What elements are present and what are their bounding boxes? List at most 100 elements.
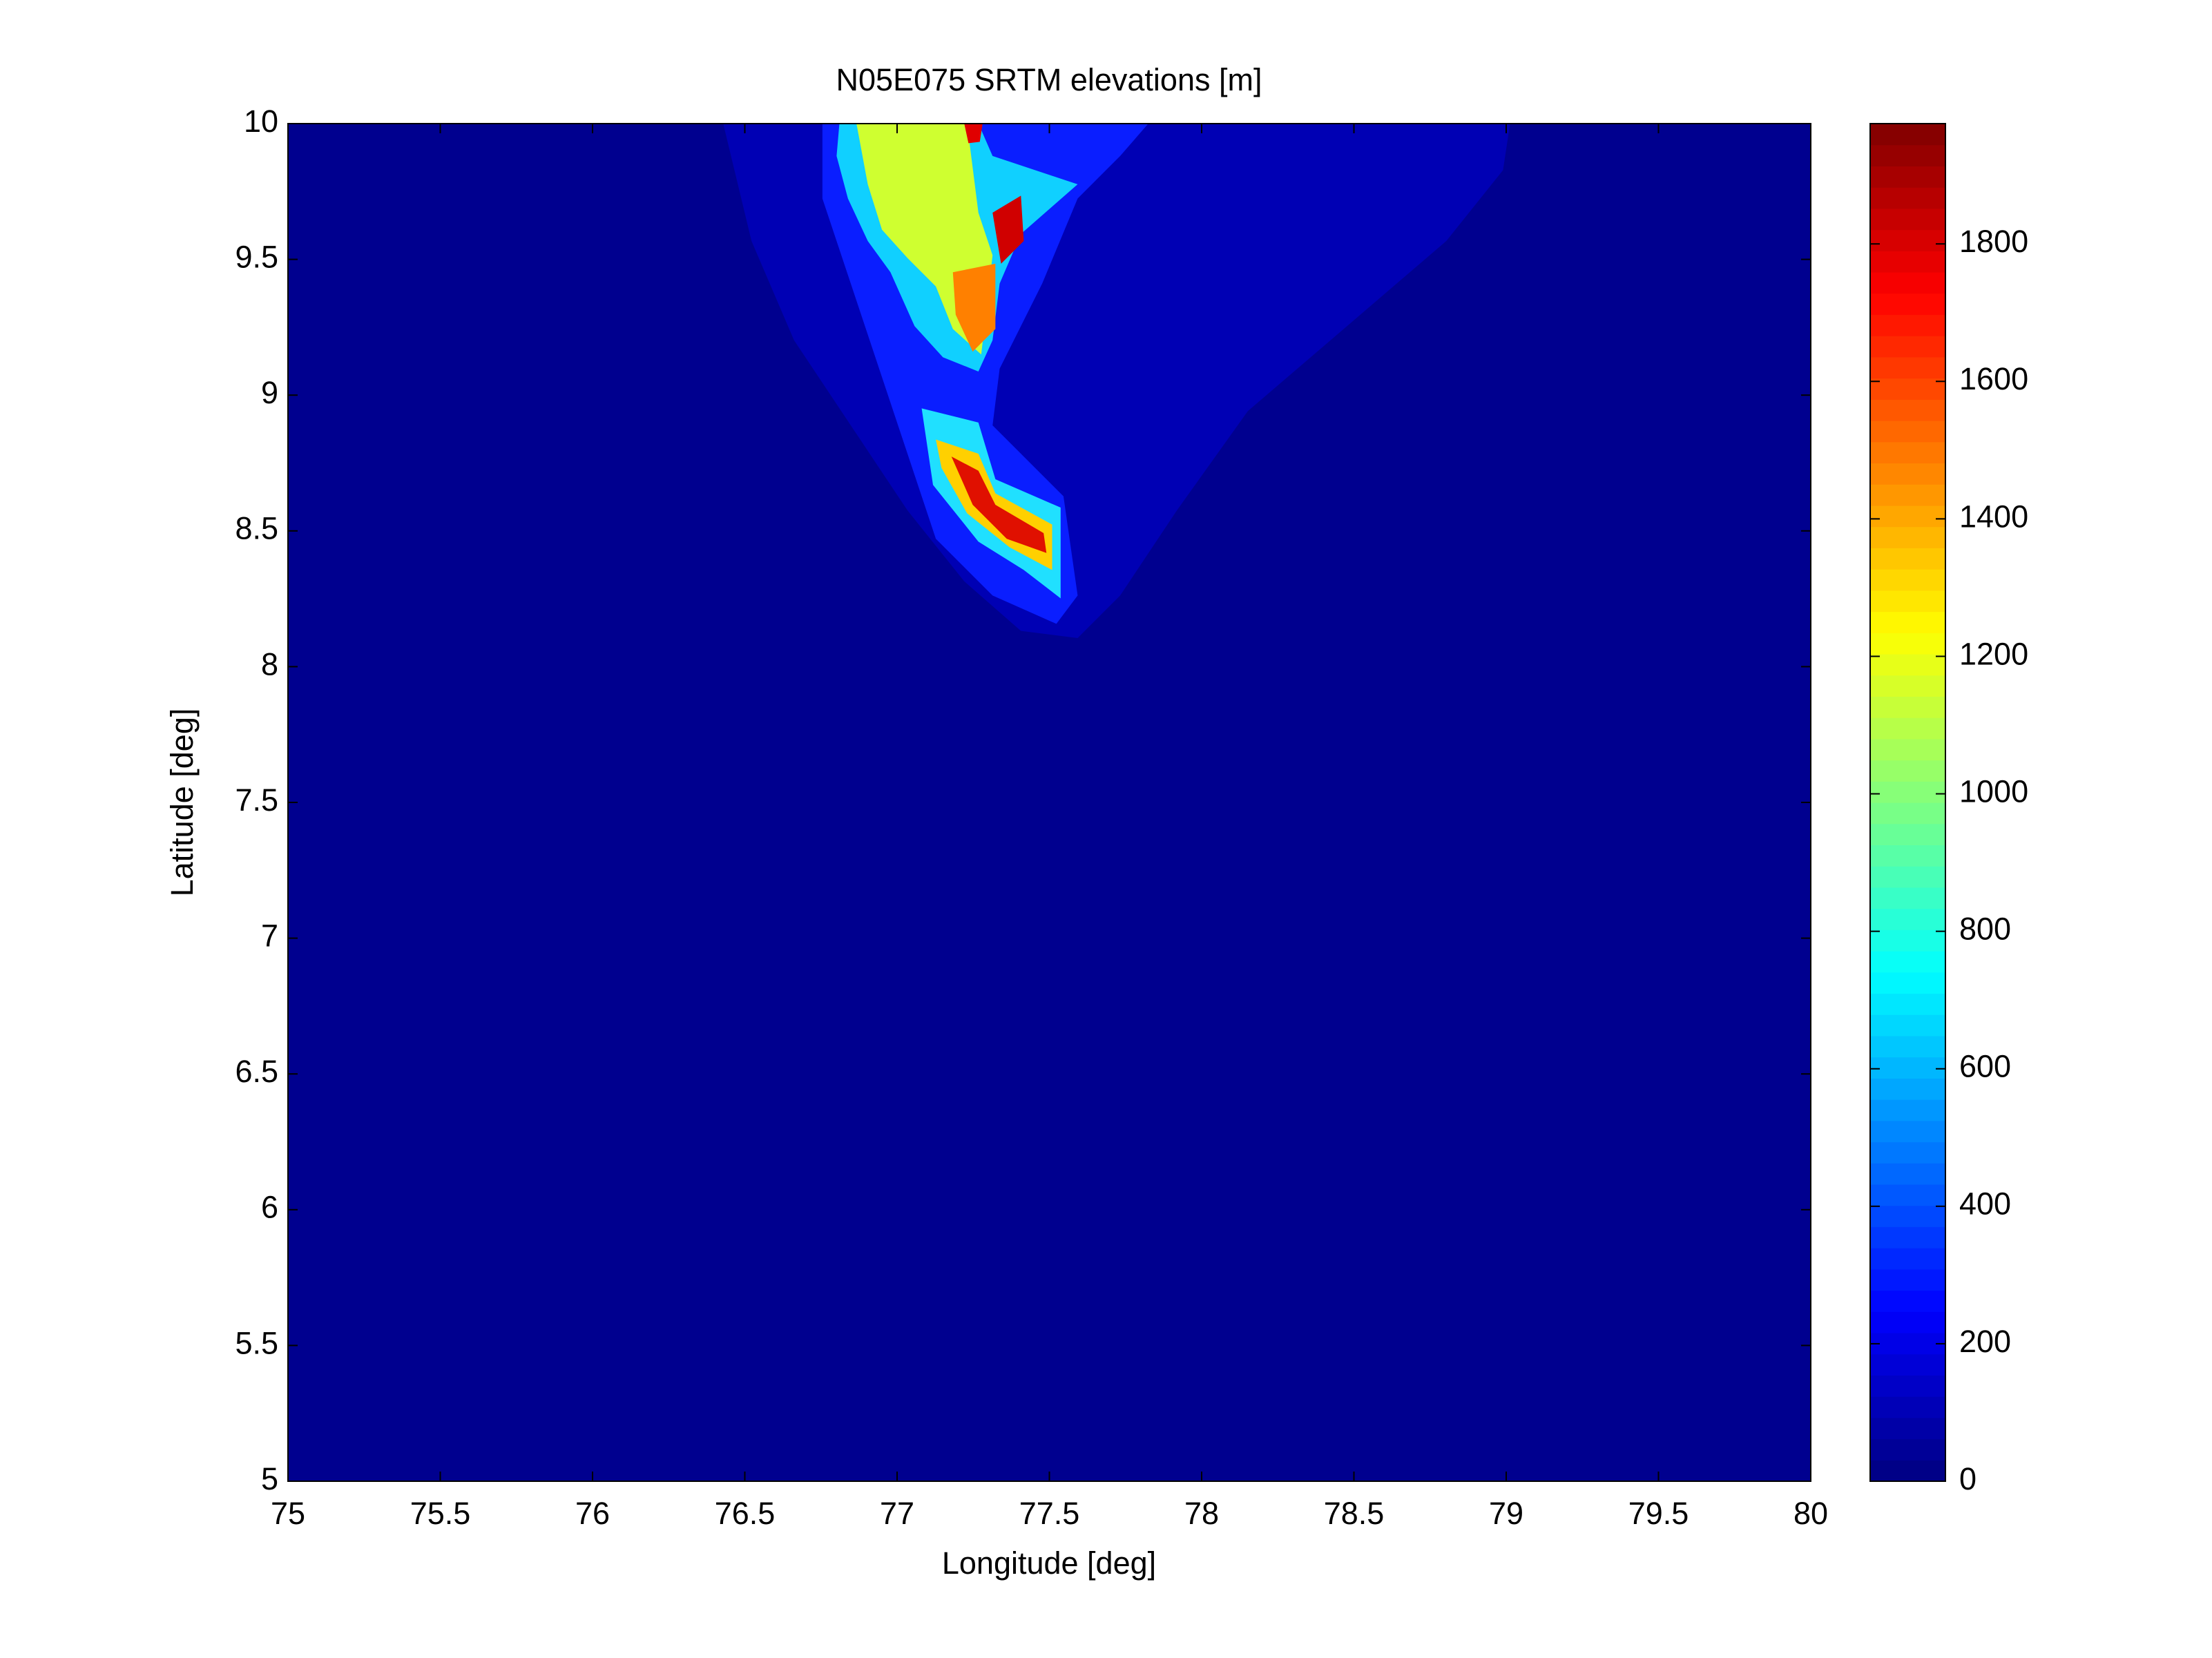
colorbar-swatch — [1870, 1226, 1945, 1249]
y-tick-label: 8.5 — [235, 511, 278, 546]
colorbar-swatch — [1870, 229, 1945, 251]
colorbar-tick-label: 1200 — [1959, 636, 2028, 671]
colorbar-swatch — [1870, 590, 1945, 613]
colorbar-tick-label: 1400 — [1959, 499, 2028, 534]
colorbar-swatch — [1870, 421, 1945, 443]
colorbar-swatch — [1870, 972, 1945, 994]
x-tick-label: 79.5 — [1628, 1496, 1689, 1531]
colorbar-swatch — [1870, 1460, 1945, 1482]
colorbar-swatch — [1870, 633, 1945, 655]
colorbar-swatch — [1870, 356, 1945, 379]
colorbar-swatch — [1870, 781, 1945, 803]
y-tick-label: 5 — [261, 1461, 278, 1496]
colorbar — [1870, 124, 1945, 1482]
colorbar-frame — [1869, 123, 1946, 1482]
x-tick-label: 78.5 — [1324, 1496, 1385, 1531]
colorbar-swatch — [1870, 1353, 1945, 1376]
x-tick-label: 75 — [271, 1496, 305, 1531]
colorbar-swatch — [1870, 1014, 1945, 1037]
colorbar-swatch — [1870, 124, 1945, 146]
colorbar-swatch — [1870, 823, 1945, 846]
colorbar-swatch — [1870, 505, 1945, 528]
colorbar-swatch — [1870, 866, 1945, 888]
colorbar-swatch — [1870, 1269, 1945, 1291]
colorbar-swatch — [1870, 1375, 1945, 1397]
colorbar-tick-label: 0 — [1959, 1461, 1977, 1496]
y-tick-label: 9 — [261, 375, 278, 410]
colorbar-swatch — [1870, 1057, 1945, 1079]
colorbar-swatch — [1870, 951, 1945, 973]
colorbar-swatch — [1870, 441, 1945, 464]
x-tick-label: 77 — [880, 1496, 914, 1531]
ridge — [952, 263, 996, 352]
x-axis-label: Longitude [deg] — [942, 1545, 1156, 1581]
y-tick-label: 5.5 — [235, 1325, 278, 1360]
y-tick-label: 9.5 — [235, 239, 278, 274]
colorbar-swatch — [1870, 802, 1945, 825]
colorbar-swatch — [1870, 399, 1945, 421]
colorbar-swatch — [1870, 187, 1945, 209]
colorbar-swatch — [1870, 272, 1945, 294]
colorbar-swatch — [1870, 1332, 1945, 1355]
colorbar-swatch — [1870, 1290, 1945, 1312]
x-tick-label: 80 — [1793, 1496, 1828, 1531]
colorbar-swatch — [1870, 314, 1945, 336]
colorbar-swatch — [1870, 378, 1945, 400]
colorbar-swatch — [1870, 484, 1945, 506]
y-tick-label: 7 — [261, 918, 278, 953]
y-axis-label: Latitude [deg] — [164, 708, 200, 897]
colorbar-swatch — [1870, 251, 1945, 273]
ridge — [992, 195, 1024, 264]
colorbar-swatch — [1870, 1184, 1945, 1206]
colorbar-swatch — [1870, 653, 1945, 676]
y-tick-label: 6 — [261, 1190, 278, 1225]
colorbar-swatch — [1870, 1035, 1945, 1058]
colorbar-swatch — [1870, 760, 1945, 782]
colorbar-swatch — [1870, 1078, 1945, 1100]
colorbar-swatch — [1870, 717, 1945, 740]
colorbar-swatch — [1870, 1205, 1945, 1227]
colorbar-swatch — [1870, 611, 1945, 633]
ridge — [964, 123, 983, 144]
colorbar-swatch — [1870, 1141, 1945, 1164]
y-tick-label: 7.5 — [235, 782, 278, 818]
x-tick-label: 77.5 — [1019, 1496, 1080, 1531]
colorbar-swatch — [1870, 1248, 1945, 1270]
x-tick-label: 76 — [575, 1496, 610, 1531]
colorbar-swatch — [1870, 929, 1945, 952]
x-tick-label: 79 — [1489, 1496, 1523, 1531]
colorbar-swatch — [1870, 738, 1945, 761]
colorbar-swatch — [1870, 144, 1945, 167]
colorbar-tick-label: 1000 — [1959, 773, 2028, 809]
x-tick-label: 75.5 — [410, 1496, 471, 1531]
terrain — [723, 123, 1510, 638]
colorbar-swatch — [1870, 887, 1945, 909]
colorbar-tick-label: 1600 — [1959, 361, 2028, 396]
colorbar-tick-label: 1800 — [1959, 224, 2028, 259]
colorbar-swatch — [1870, 526, 1945, 548]
colorbar-swatch — [1870, 1099, 1945, 1121]
colorbar-swatch — [1870, 1417, 1945, 1440]
colorbar-tick-label: 400 — [1959, 1186, 2011, 1222]
colorbar-tick-label: 800 — [1959, 912, 2011, 947]
chart-title: N05E075 SRTM elevations [m] — [836, 62, 1262, 97]
colorbar-swatch — [1870, 696, 1945, 718]
colorbar-swatch — [1870, 1311, 1945, 1333]
x-tick-label: 78 — [1184, 1496, 1219, 1531]
colorbar-tick-label: 600 — [1959, 1049, 2011, 1084]
colorbar-swatch — [1870, 336, 1945, 358]
y-tick-label: 8 — [261, 646, 278, 682]
colorbar-swatch — [1870, 166, 1945, 188]
ridge — [951, 456, 1047, 553]
colorbar-swatch — [1870, 908, 1945, 930]
colorbar-swatch — [1870, 569, 1945, 591]
colorbar-swatch — [1870, 293, 1945, 316]
colorbar-swatch — [1870, 463, 1945, 485]
colorbar-swatch — [1870, 208, 1945, 231]
colorbar-swatch — [1870, 993, 1945, 1015]
y-tick-label: 6.5 — [235, 1054, 278, 1089]
x-tick-label: 76.5 — [715, 1496, 776, 1531]
colorbar-tick-label: 200 — [1959, 1324, 2011, 1359]
